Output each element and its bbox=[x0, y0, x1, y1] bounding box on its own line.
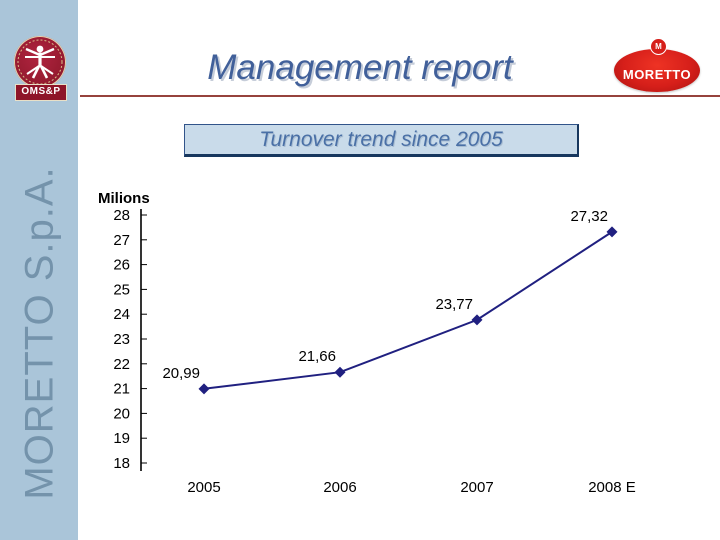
y-axis-tick-label: 20 bbox=[113, 405, 130, 422]
y-axis-tick-label: 19 bbox=[113, 430, 130, 447]
moretto-logo-icon: MORETTO bbox=[614, 49, 700, 92]
moretto-logo: MORETTO M bbox=[612, 38, 704, 94]
moretto-logo-label: MORETTO bbox=[622, 67, 692, 82]
data-point-label: 23,77 bbox=[435, 296, 473, 313]
page-title: Management report bbox=[207, 48, 513, 87]
slide-subtitle-banner: Turnover trend since 2005 bbox=[184, 124, 579, 157]
y-axis-tick-label: 18 bbox=[113, 455, 130, 472]
omsp-logo: OMS&P bbox=[13, 36, 67, 102]
y-axis-unit-label: Milions bbox=[98, 190, 150, 207]
omsp-logo-label: OMS&P bbox=[15, 84, 67, 101]
data-point-label: 20,99 bbox=[162, 365, 200, 382]
y-axis-tick-label: 22 bbox=[113, 356, 130, 373]
data-point-marker bbox=[471, 314, 483, 326]
vitruvian-man-icon bbox=[17, 39, 63, 85]
omsp-logo-icon bbox=[14, 36, 66, 88]
y-axis-tick-label: 28 bbox=[113, 207, 130, 224]
slide-subtitle-label: Turnover trend since 2005 bbox=[259, 127, 503, 151]
data-point-label: 27,32 bbox=[570, 208, 608, 225]
y-axis-tick-label: 23 bbox=[113, 331, 130, 348]
data-point-label: 21,66 bbox=[298, 348, 336, 365]
y-axis-tick-label: 26 bbox=[113, 257, 130, 274]
y-axis-tick-label: 27 bbox=[113, 232, 130, 249]
x-axis-tick-label: 2005 bbox=[187, 479, 220, 496]
moretto-emblem-icon: M bbox=[650, 38, 667, 55]
y-axis-tick-label: 25 bbox=[113, 281, 130, 298]
y-axis-tick-label: 24 bbox=[113, 306, 130, 323]
data-point-marker bbox=[198, 383, 210, 395]
data-point-marker bbox=[334, 366, 346, 378]
y-axis-tick-label: 21 bbox=[113, 381, 130, 398]
data-point-marker bbox=[606, 226, 618, 238]
x-axis-tick-label: 2008 E bbox=[588, 479, 636, 496]
turnover-series-line bbox=[203, 231, 613, 390]
header-divider bbox=[80, 95, 720, 97]
x-axis-tick-label: 2007 bbox=[460, 479, 493, 496]
x-axis-tick-label: 2006 bbox=[323, 479, 356, 496]
